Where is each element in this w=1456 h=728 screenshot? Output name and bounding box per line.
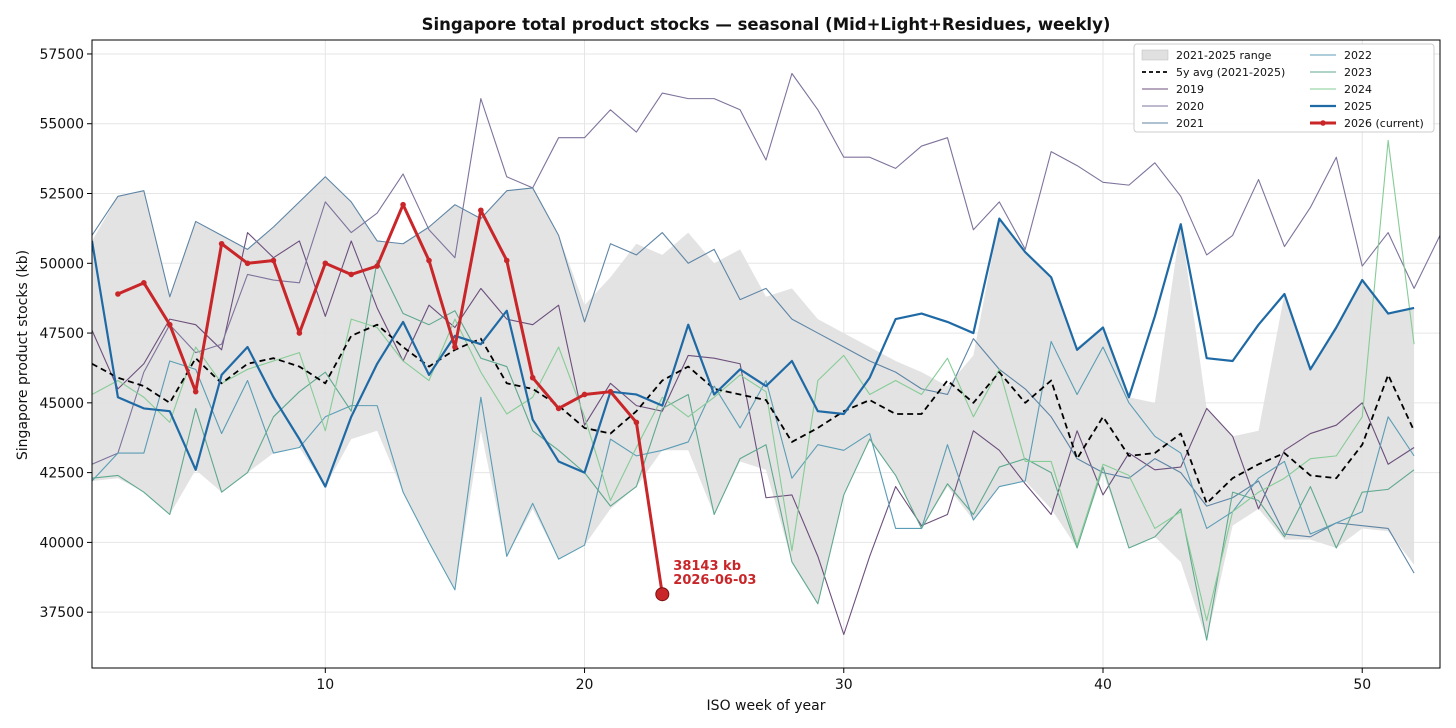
y-tick-label: 45000 — [39, 396, 84, 412]
x-tick-label: 40 — [1094, 677, 1112, 693]
series-line-2023 — [92, 259, 1415, 641]
series-point-2026 — [141, 280, 147, 286]
series-point-2026 — [478, 207, 484, 214]
series-point-2026 — [244, 260, 251, 267]
series-point-2026 — [426, 257, 432, 264]
series-point-2026 — [452, 344, 458, 350]
series-point-2026 — [322, 260, 329, 267]
x-tick-label: 30 — [835, 677, 853, 693]
y-tick-label: 57500 — [39, 47, 84, 63]
legend-label: 5y avg (2021-2025) — [1176, 66, 1285, 79]
y-axis-ticks: 37500 40000 42500 45000 47500 50000 52500 55000… — [39, 47, 92, 621]
series-point-2026 — [607, 388, 614, 395]
y-tick-label: 47500 — [39, 326, 84, 342]
x-axis-label: ISO week of year — [707, 698, 826, 714]
y-axis-label: Singapore product stocks (kb) — [15, 250, 31, 460]
y-tick-label: 55000 — [39, 117, 84, 133]
legend: 2021-2025 range 5y avg (2021-2025) 2019 202… — [1133, 43, 1435, 133]
series-layer — [92, 72, 1440, 641]
legend-label: 2019 — [1176, 83, 1204, 96]
series-point-2026 — [348, 271, 355, 278]
series-line-2026 — [117, 203, 664, 595]
annotation-layer: 38143 kb 2026-06-03 — [673, 559, 756, 588]
x-tick-label: 20 — [576, 677, 594, 693]
series-line-2025 — [92, 217, 1415, 488]
series-point-2026 — [633, 419, 640, 426]
series-line-2019 — [92, 232, 1415, 636]
series-point-2026 — [529, 374, 536, 381]
series-point-2026 — [374, 263, 380, 269]
series-point-2026 — [296, 330, 303, 336]
legend-label: 2023 — [1344, 66, 1372, 79]
series-point-2026 — [555, 405, 562, 412]
current-point-marker — [655, 587, 670, 602]
series-point-2026 — [270, 257, 277, 264]
annotation-date: 2026-06-03 — [673, 573, 756, 588]
legend-label: 2021-2025 range — [1176, 49, 1272, 62]
x-tick-label: 10 — [316, 677, 334, 693]
series-line-2022 — [92, 340, 1415, 591]
plot-frame — [91, 39, 1441, 669]
legend-label: 2024 — [1344, 83, 1372, 96]
annotation-value: 38143 kb — [673, 559, 741, 574]
chart-title: Singapore total product stocks — seasona… — [422, 15, 1111, 34]
legend-label: 2021 — [1176, 117, 1204, 130]
series-point-2026 — [581, 391, 588, 398]
y-tick-label: 50000 — [39, 256, 84, 272]
series-point-2026 — [192, 388, 199, 395]
y-tick-label: 37500 — [39, 605, 84, 621]
legend-swatch-band — [1141, 49, 1169, 61]
series-point-2026 — [400, 201, 406, 208]
series-line-2020 — [92, 72, 1440, 465]
series-line-2024 — [92, 139, 1415, 622]
series-point-2026 — [218, 240, 225, 247]
legend-box — [1133, 43, 1435, 133]
y-tick-label: 40000 — [39, 535, 84, 551]
legend-swatch-marker — [1320, 120, 1326, 126]
legend-label: 2022 — [1344, 49, 1372, 62]
x-axis-ticks: 10 20 30 40 50 — [316, 668, 1371, 693]
x-tick-label: 50 — [1353, 677, 1371, 693]
legend-label: 2020 — [1176, 100, 1204, 113]
y-tick-label: 42500 — [39, 466, 84, 482]
legend-label: 2026 (current) — [1344, 117, 1424, 130]
series-point-2026 — [503, 257, 510, 264]
series-point-2026 — [115, 291, 121, 297]
series-point-2026 — [166, 321, 173, 328]
legend-label: 2025 — [1344, 100, 1372, 113]
y-tick-label: 52500 — [39, 187, 84, 203]
